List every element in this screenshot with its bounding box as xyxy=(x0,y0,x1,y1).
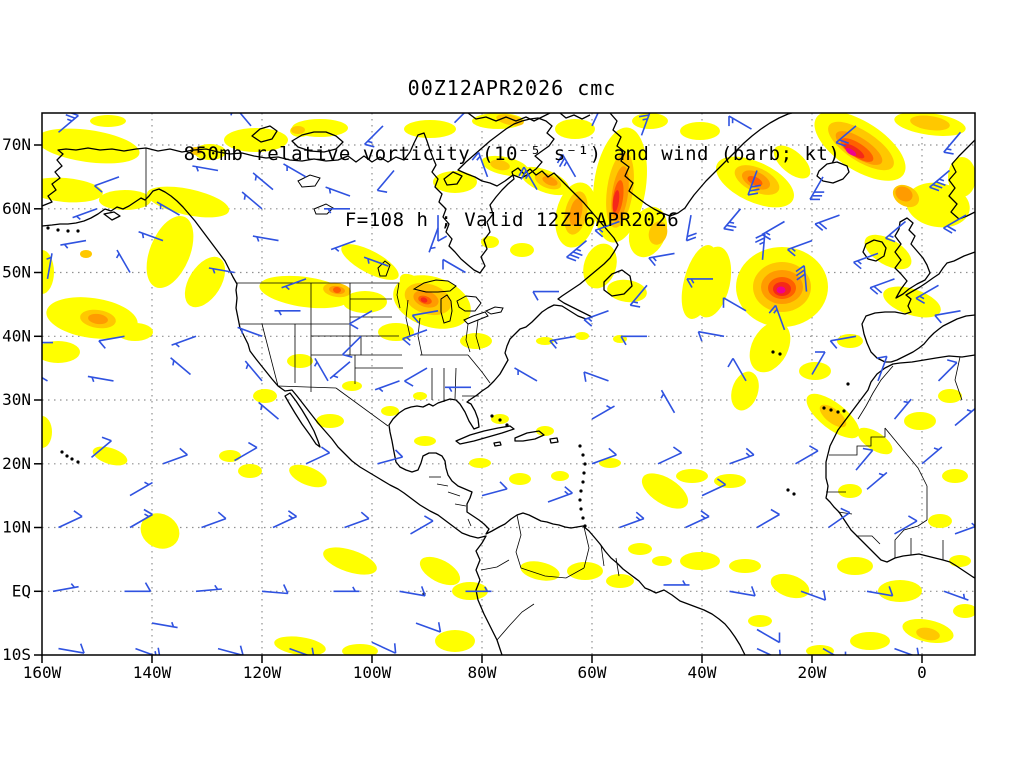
lon-label: 100W xyxy=(353,663,392,682)
lon-label: 20W xyxy=(798,663,827,682)
forecast-valid-title: F=108 h ; Valid 12Z16APR2026 xyxy=(344,209,680,231)
wind-barbs xyxy=(42,113,975,655)
lon-label: 120W xyxy=(243,663,282,682)
lat-label: 60N xyxy=(2,199,31,218)
lon-label: 40W xyxy=(688,663,717,682)
lat-label: 70N xyxy=(2,135,31,154)
lon-label: 60W xyxy=(578,663,607,682)
lat-label: 40N xyxy=(2,326,31,345)
model-run-title: 00Z12APR2026 cmc xyxy=(407,76,617,100)
political-borders xyxy=(145,148,963,641)
lat-label: EQ xyxy=(12,581,31,600)
graticule xyxy=(42,113,975,655)
chart-titles: 00Z12APR2026 cmc 850mb relative vorticit… xyxy=(0,33,1024,253)
lat-label: 50N xyxy=(2,263,31,282)
lon-label: 160W xyxy=(23,663,62,682)
field-description-title: 850mb relative vorticity (10⁻⁵ s⁻¹) and … xyxy=(183,143,841,165)
lakes xyxy=(297,174,504,325)
lat-label: 10S xyxy=(2,645,31,664)
axis-ticks xyxy=(34,144,923,663)
lat-label: 20N xyxy=(2,454,31,473)
map-frame xyxy=(41,112,976,656)
lat-label: 30N xyxy=(2,390,31,409)
lon-label: 80W xyxy=(468,663,497,682)
lon-label: 140W xyxy=(133,663,172,682)
lon-label: 0 xyxy=(917,663,927,682)
vorticity-shading xyxy=(42,113,975,655)
lat-label: 10N xyxy=(2,518,31,537)
